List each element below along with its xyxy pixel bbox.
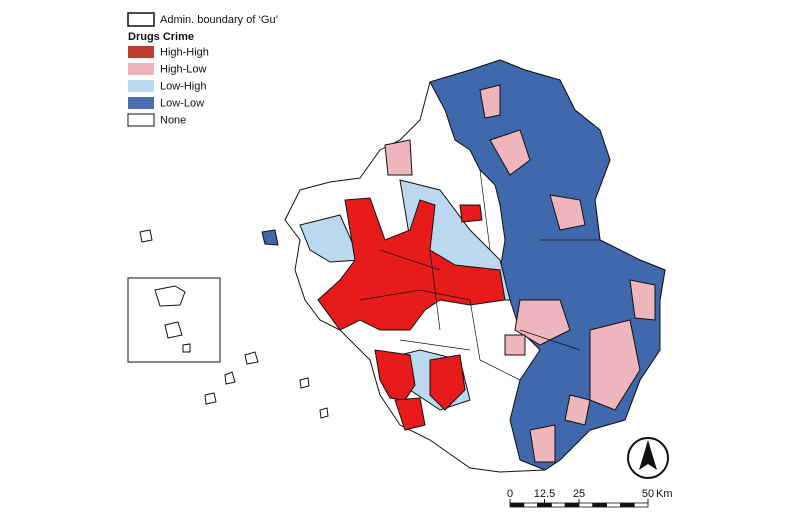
scale-segment [551, 502, 566, 508]
legend-swatch [128, 97, 154, 109]
high-low-area [629, 279, 656, 321]
high-low-area [384, 139, 413, 176]
island [139, 229, 329, 419]
legend-swatch [127, 12, 155, 27]
map [127, 59, 666, 473]
legend-label: High-High [160, 46, 209, 58]
high-high-area [394, 397, 426, 431]
scale-segment [606, 502, 621, 508]
high-high-area [459, 204, 483, 223]
legend-label: Low-High [160, 80, 206, 92]
high-low-area [564, 394, 591, 426]
scale-label: 0 [507, 488, 513, 500]
scale-segment [578, 502, 594, 508]
high-low-area [529, 424, 556, 463]
north-arrow [627, 437, 669, 479]
legend: Admin. boundary of ‘Gu’ Drugs Crime High… [127, 12, 278, 127]
legend-swatch [128, 46, 154, 58]
scale-unit: Km [656, 488, 673, 500]
inset-island [154, 285, 191, 353]
scale-segment [509, 502, 525, 508]
legend-swatch [128, 63, 154, 75]
legend-label: High-Low [160, 63, 207, 75]
high-low-area [549, 194, 586, 231]
legend-swatch [127, 113, 155, 127]
legend-label: Low-Low [160, 97, 204, 109]
scale-bar: 0 12.5 25 50 Km [507, 488, 673, 508]
scale-segment [633, 502, 649, 508]
high-high-area [429, 354, 466, 411]
scale-label: 12.5 [534, 488, 555, 500]
high-high-area [317, 197, 506, 331]
district-boundary [359, 169, 600, 381]
scale-segment [523, 502, 538, 508]
high-low-area [589, 319, 641, 411]
scale-segment [592, 502, 607, 508]
high-low-area [514, 299, 571, 346]
legend-items: High-High High-Low Low-High Low-Low None [127, 46, 209, 127]
high-low-area [489, 129, 531, 176]
low-high-area [299, 214, 361, 263]
legend-swatch [128, 80, 154, 92]
legend-label: None [160, 114, 186, 126]
high-low-area [479, 84, 501, 119]
island [261, 229, 279, 246]
scale-segment [620, 502, 635, 508]
legend-label: Admin. boundary of ‘Gu’ [160, 14, 278, 26]
scale-label: 25 [573, 488, 585, 500]
high-low-area [504, 334, 526, 356]
scale-label: 50 [642, 488, 654, 500]
legend-title: Drugs Crime [128, 31, 194, 43]
scale-segment [537, 502, 552, 508]
scale-segment [564, 502, 580, 508]
